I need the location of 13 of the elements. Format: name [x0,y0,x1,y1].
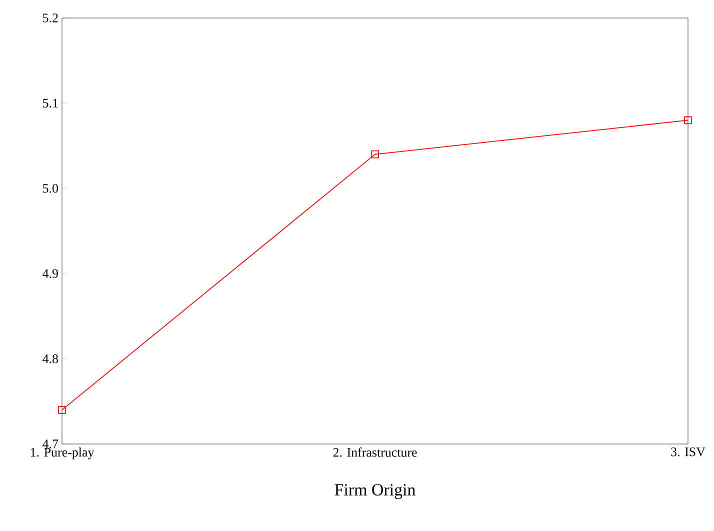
y-tick-label: 4.7 [42,440,58,448]
point [371,150,379,158]
x-tick-label: 1. Pure-play [30,448,94,460]
y-tick-label: 5.1 [43,98,58,108]
y-tick-label: 4.8 [42,354,58,364]
y-tick-label: 5.2 [43,14,58,22]
x-tick-label: 2. Infrastructure [333,448,417,457]
point [58,406,66,414]
y-tick-label: 4.9 [42,269,58,278]
y-tick-label: 5.0 [43,184,58,193]
point [684,116,692,124]
x-tick-label: 3. ISV [671,448,706,456]
x-axis-title: Firm Origin [334,484,416,500]
